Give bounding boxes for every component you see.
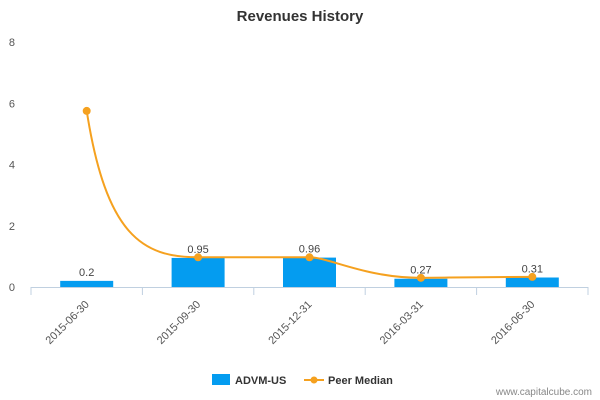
peer-median-point-2016-03-31 — [416, 273, 425, 282]
peer-median-point-2016-06-30 — [528, 272, 537, 281]
data-label-2016-06-30: 0.31 — [522, 264, 543, 276]
legend-label-advm[interactable]: ADVM-US — [235, 375, 286, 387]
peer-median-line — [85, 110, 533, 279]
legend-label-peer[interactable]: Peer Median — [328, 375, 393, 387]
chart-title: Revenues History — [237, 8, 364, 25]
bar-2016-03-31 — [394, 278, 448, 287]
data-label-2016-03-31: 0.27 — [410, 265, 431, 277]
data-label-2015-06-30: 0.2 — [79, 267, 94, 279]
y-tick-label-0: 0 — [9, 282, 15, 294]
y-tick-label-1: 2 — [9, 221, 15, 233]
line-series — [82, 106, 537, 282]
x-tick-label-1: 2015-09-30 — [155, 299, 203, 347]
y-axis: 0 2 4 6 8 — [9, 37, 15, 294]
bar-2016-06-30 — [505, 277, 559, 287]
bar-series — [60, 257, 559, 287]
x-tick-label-2: 2015-12-31 — [266, 299, 314, 347]
watermark: www.capitalcube.com — [495, 387, 592, 398]
data-labels: 0.2 0.95 0.96 0.27 0.31 — [79, 244, 543, 279]
legend[interactable]: ADVM-US Peer Median — [212, 374, 393, 387]
legend-swatch-advm[interactable] — [212, 374, 230, 385]
data-label-2015-12-31: 0.96 — [299, 244, 320, 256]
bar-2015-09-30 — [171, 257, 225, 287]
data-label-2015-09-30: 0.95 — [187, 244, 208, 256]
bar-2015-12-31 — [283, 257, 336, 287]
peer-median-point-2015-12-31 — [305, 253, 314, 262]
peer-median-point-2015-09-30 — [194, 253, 203, 262]
legend-marker-peer[interactable] — [310, 376, 318, 384]
y-tick-label-3: 6 — [9, 98, 15, 110]
x-tick-label-0: 2015-06-30 — [44, 299, 92, 347]
y-tick-label-2: 4 — [9, 160, 15, 172]
x-tick-label-3: 2016-03-31 — [378, 299, 426, 347]
x-tick-label-4: 2016-06-30 — [489, 299, 537, 347]
peer-median-point-2015-06-30 — [82, 106, 91, 115]
y-tick-label-4: 8 — [9, 37, 15, 49]
x-axis: 2015-06-30 2015-09-30 2015-12-31 2016-03-31… — [30, 287, 589, 347]
bar-2015-06-30 — [60, 280, 114, 287]
